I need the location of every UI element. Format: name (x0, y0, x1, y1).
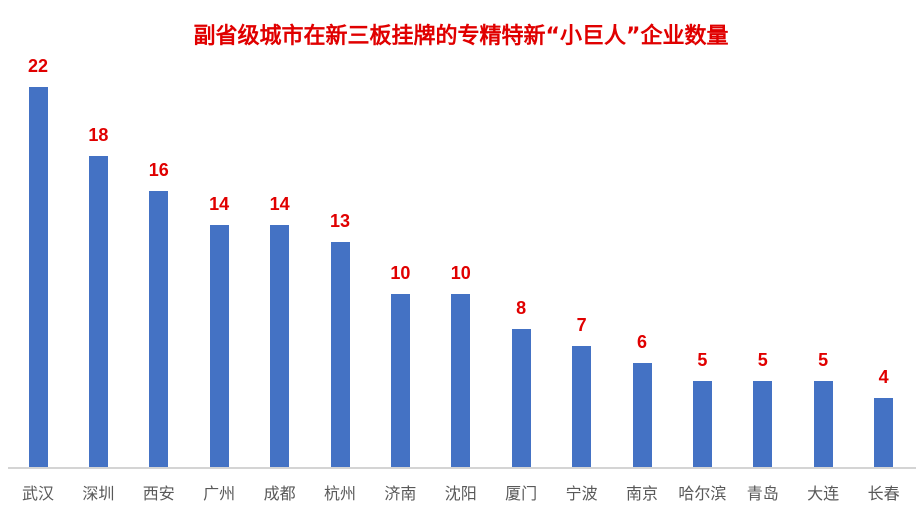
data-label: 16 (148, 159, 169, 180)
data-label: 4 (878, 366, 889, 387)
category-label: 广州 (203, 484, 236, 503)
data-label: 5 (818, 349, 829, 370)
category-label: 济南 (384, 484, 417, 503)
category-label: 厦门 (505, 484, 538, 503)
data-label: 6 (636, 332, 647, 353)
bar (209, 225, 229, 467)
category-label: 宁波 (565, 484, 598, 503)
category-label: 成都 (263, 484, 296, 503)
data-label: 8 (516, 297, 527, 318)
bar (874, 397, 894, 467)
category-label: 沈阳 (444, 484, 477, 503)
bar (511, 328, 531, 467)
data-label: 18 (88, 125, 109, 146)
bar (451, 294, 471, 467)
bar (692, 380, 712, 467)
data-label: 14 (269, 194, 290, 215)
bar (813, 380, 833, 467)
data-label: 10 (450, 263, 471, 284)
bar (270, 225, 290, 467)
bar (330, 242, 350, 467)
chart-title: 副省级城市在新三板挂牌的专精特新“小巨人”企业数量 (193, 24, 729, 49)
bar (149, 190, 169, 467)
category-label: 杭州 (323, 484, 356, 503)
category-label: 哈尔滨 (678, 484, 727, 503)
data-label: 5 (757, 349, 768, 370)
bar (632, 363, 652, 467)
data-label: 5 (697, 349, 708, 370)
data-label: 14 (209, 194, 230, 215)
bar (88, 156, 108, 467)
category-label: 南京 (625, 484, 658, 503)
category-label: 深圳 (82, 484, 115, 503)
x-axis-line (8, 467, 916, 469)
category-label: 武汉 (21, 484, 54, 503)
data-label: 13 (329, 211, 351, 232)
bar (572, 346, 592, 467)
data-label: 10 (390, 263, 411, 284)
bar (753, 380, 773, 467)
category-label: 大连 (807, 484, 840, 503)
category-label: 长春 (867, 484, 900, 503)
bar (390, 294, 410, 467)
category-label: 青岛 (746, 484, 779, 503)
data-label: 7 (576, 315, 587, 336)
category-label: 西安 (142, 484, 175, 503)
data-label: 22 (27, 56, 49, 76)
bar (28, 87, 48, 467)
